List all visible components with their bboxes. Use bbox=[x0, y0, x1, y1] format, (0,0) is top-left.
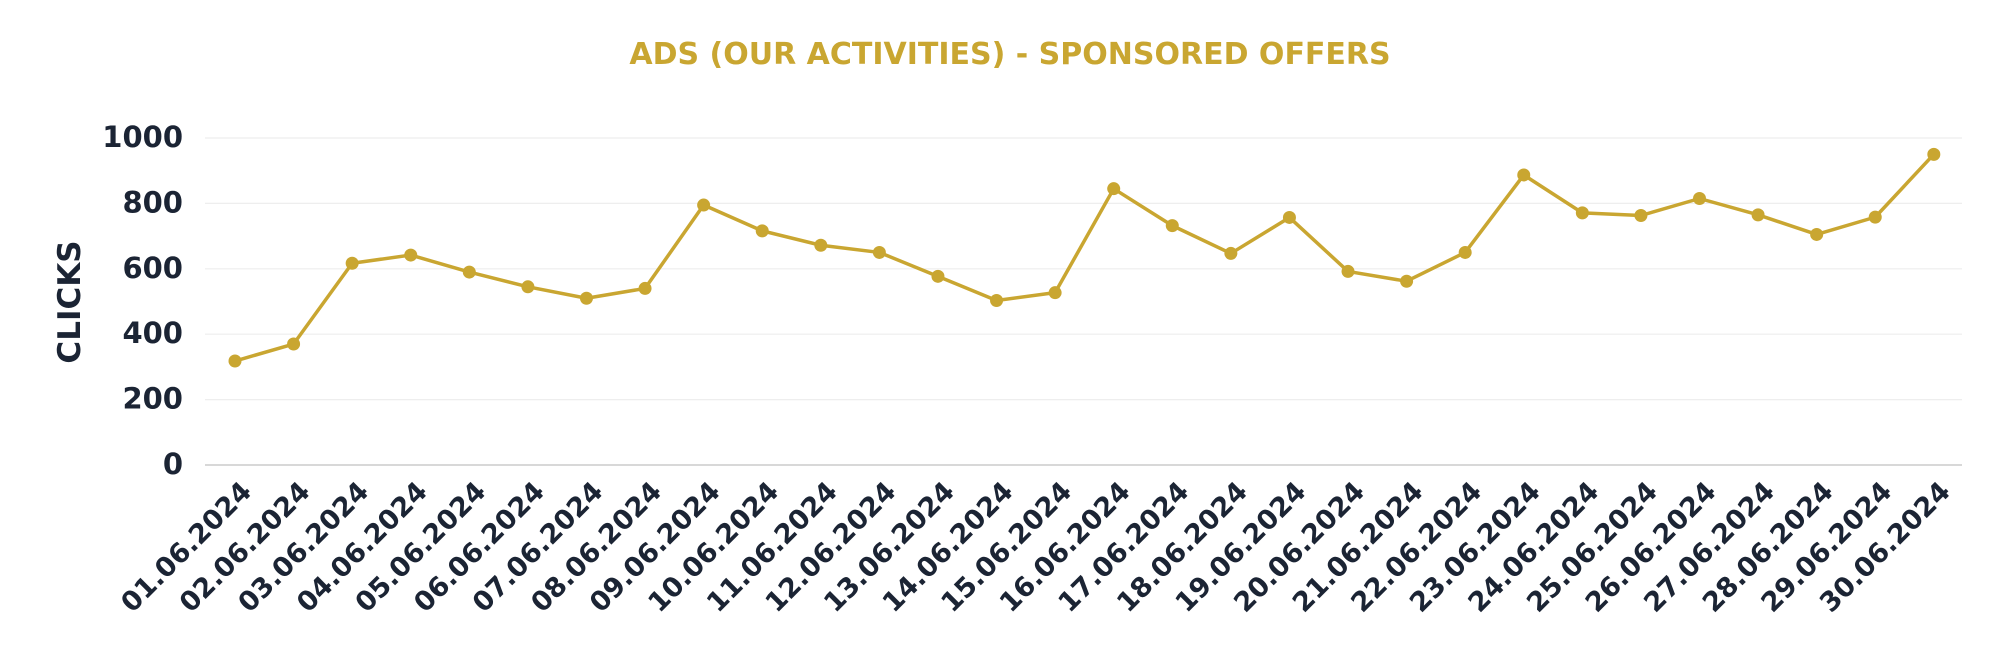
data-point bbox=[1341, 264, 1355, 278]
data-point bbox=[228, 354, 242, 368]
data-point bbox=[579, 291, 593, 305]
data-point bbox=[462, 265, 476, 279]
data-point bbox=[1868, 210, 1882, 224]
data-point bbox=[755, 224, 769, 238]
data-point bbox=[1224, 246, 1238, 260]
data-point bbox=[521, 280, 535, 294]
y-axis-title: CLICKS bbox=[52, 240, 88, 363]
data-point bbox=[1634, 208, 1648, 222]
series-line bbox=[234, 153, 1936, 363]
x-axis-ticks: 01.06.202402.06.202403.06.202404.06.2024… bbox=[115, 476, 1957, 619]
data-point bbox=[1927, 147, 1941, 161]
data-point bbox=[1751, 208, 1765, 222]
y-axis-ticks: 0 200 400 600 800 1000 bbox=[102, 120, 183, 481]
data-point bbox=[1575, 206, 1589, 220]
data-point bbox=[1693, 191, 1706, 205]
chart-title: ADS (OUR ACTIVITIES) - SPONSORED OFFERS bbox=[629, 37, 1390, 72]
data-point bbox=[990, 294, 1004, 308]
gridlines bbox=[205, 137, 1962, 401]
y-tick-label: 1000 bbox=[102, 120, 183, 154]
y-tick-label: 600 bbox=[122, 251, 183, 285]
y-tick-label: 200 bbox=[122, 382, 183, 416]
data-point bbox=[638, 281, 652, 295]
data-point bbox=[1810, 227, 1824, 241]
data-points bbox=[228, 147, 1941, 368]
data-point bbox=[1458, 245, 1472, 259]
data-point bbox=[1282, 210, 1296, 224]
data-point bbox=[814, 238, 828, 252]
y-tick-label: 400 bbox=[122, 316, 183, 350]
data-point bbox=[872, 245, 886, 259]
data-point bbox=[1400, 274, 1414, 288]
y-tick-label: 800 bbox=[122, 185, 183, 219]
data-point bbox=[1517, 168, 1531, 182]
y-tick-label: 0 bbox=[163, 447, 183, 481]
data-point bbox=[1048, 286, 1062, 300]
data-point bbox=[345, 256, 359, 270]
data-point bbox=[404, 248, 418, 262]
data-point bbox=[1107, 182, 1121, 196]
data-point bbox=[931, 269, 945, 283]
data-point bbox=[697, 198, 711, 212]
data-point bbox=[1165, 219, 1179, 233]
data-point bbox=[287, 337, 301, 351]
